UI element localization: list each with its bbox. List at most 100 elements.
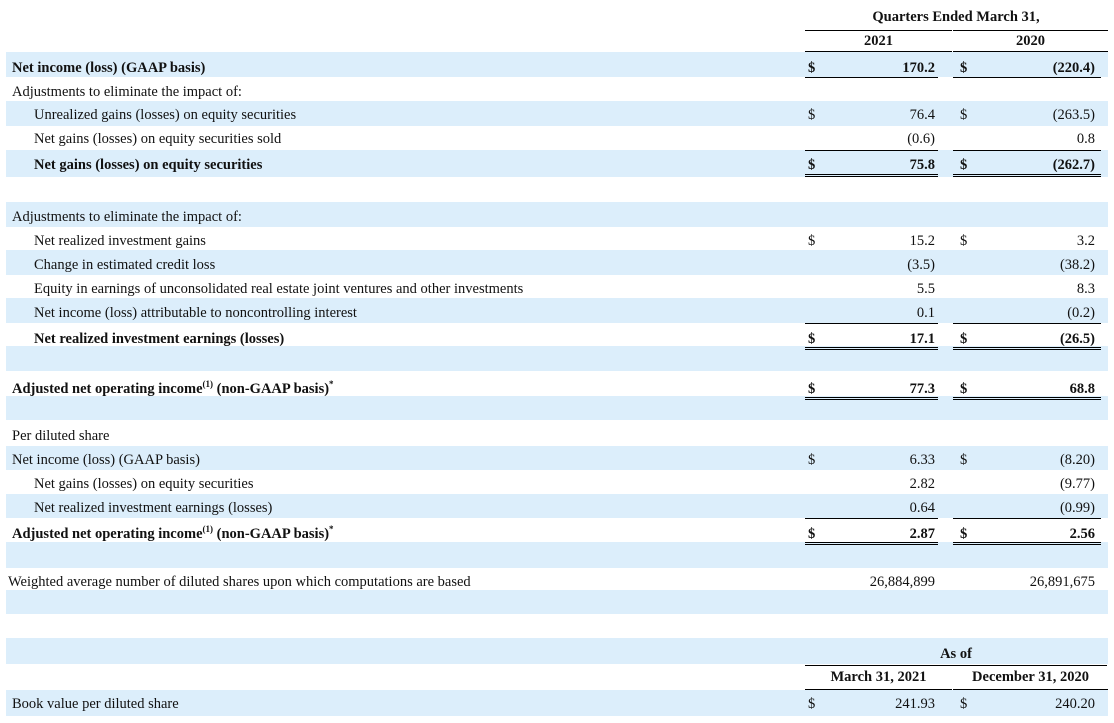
row-band: [6, 446, 1108, 470]
value-col2: 3.2: [1076, 233, 1095, 249]
row-label: Equity in earnings of unconsolidated rea…: [34, 277, 523, 299]
dollar-sign: [960, 277, 970, 299]
dollar-sign: [808, 80, 818, 102]
table-row: Net realized investment earnings (losses…: [6, 496, 1108, 518]
row-band: [6, 638, 1108, 664]
dollar-sign: [808, 277, 818, 299]
header-rule: [805, 689, 952, 690]
header-rule: [805, 30, 952, 31]
row-band: [6, 346, 1108, 371]
value-col2: 0.8: [1076, 131, 1095, 147]
row-label-text: Net gains (losses) on equity securities: [34, 476, 254, 492]
dollar-sign: [960, 80, 970, 102]
value-col1: 6.33: [909, 452, 935, 468]
rule: [805, 77, 938, 78]
rule: [805, 323, 938, 324]
double-rule: [953, 397, 1101, 400]
header-rule: [953, 51, 1108, 52]
row-label-text: Adjustments to eliminate the impact of:: [12, 209, 242, 225]
value-col2: (262.7): [1052, 157, 1095, 173]
value-col2: [971, 205, 1095, 227]
value-col2: 26,891,675: [1029, 574, 1095, 590]
dollar-sign: [808, 205, 818, 227]
table-row: Weighted average number of diluted share…: [6, 570, 1108, 592]
table-row: Net realized investment gains $15.2 $3.2: [6, 229, 1108, 251]
value-col2: 2.56: [1069, 526, 1095, 542]
value-col1: [819, 80, 935, 102]
table-row: Adjusted net operating income(1) (non-GA…: [6, 522, 1108, 544]
row-label: Net realized investment earnings (losses…: [34, 496, 272, 518]
row-band: [6, 101, 1108, 126]
row-label: Unrealized gains (losses) on equity secu…: [34, 103, 296, 125]
row-label: Net realized investment gains: [34, 229, 206, 251]
header-rule: [805, 665, 1107, 666]
dollar-sign: $: [960, 452, 968, 468]
dollar-sign: $: [960, 157, 968, 173]
dollar-sign: $: [960, 233, 968, 249]
dollar-sign: [808, 570, 818, 592]
dollar-sign: $: [960, 526, 968, 542]
row-label: Net gains (losses) on equity securities …: [34, 127, 281, 149]
value-col1: (0.6): [907, 131, 935, 147]
row-band: [6, 590, 1108, 614]
row-label: Net gains (losses) on equity securities: [34, 472, 253, 494]
table-row: Net income (loss) (GAAP basis) $6.33 $ (8.2…: [6, 448, 1108, 470]
col-header-dec-2020: December 31, 2020: [972, 669, 1089, 685]
value-col2: (26.5): [1059, 331, 1095, 347]
double-rule: [953, 174, 1101, 177]
dollar-sign: $: [960, 331, 968, 347]
value-col2: (263.5): [1052, 107, 1095, 123]
dollar-sign: [808, 301, 818, 323]
row-label: Net gains (losses) on equity securities: [34, 153, 262, 175]
row-band: [6, 202, 1108, 227]
row-band: [6, 396, 1108, 420]
value-col1: [819, 424, 935, 446]
table-row: Unrealized gains (losses) on equity secu…: [6, 103, 1108, 125]
row-label: Change in estimated credit loss: [34, 253, 215, 275]
row-band: [6, 52, 1108, 77]
row-label-text: Net income (loss) (GAAP basis): [12, 452, 200, 468]
header-rule: [805, 51, 952, 52]
rule: [953, 150, 1101, 151]
value-col2: (220.4): [1052, 60, 1095, 76]
value-col1: 26,884,899: [869, 574, 935, 590]
row-label-text: Net realized investment earnings (losses…: [34, 331, 285, 347]
dollar-sign: [960, 253, 970, 275]
dollar-sign: [960, 472, 970, 494]
table-row: Net gains (losses) on equity securities …: [6, 127, 1108, 149]
table-row: Adjustments to eliminate the impact of:: [6, 205, 1108, 227]
dollar-sign: $: [808, 233, 816, 249]
footnote-marker: (1): [202, 379, 214, 390]
table-row: Net realized investment earnings (losses…: [6, 327, 1108, 349]
row-band: [6, 250, 1108, 275]
value-col2: [971, 80, 1095, 102]
row-band: [6, 494, 1108, 518]
dollar-sign: $: [960, 107, 968, 123]
dollar-sign: [960, 570, 970, 592]
dollar-sign: [960, 301, 970, 323]
row-band: [6, 690, 1108, 716]
dollar-sign: $: [808, 696, 816, 712]
dollar-sign: [808, 496, 818, 518]
period-header: Quarters Ended March 31,: [872, 9, 1040, 25]
row-label-text: Change in estimated credit loss: [34, 257, 216, 273]
dollar-sign: [808, 127, 818, 149]
row-label-text: Adjusted net operating income: [12, 526, 203, 542]
value-col2: 8.3: [1076, 281, 1095, 297]
row-label-text: Net income (loss) (GAAP basis): [12, 60, 206, 76]
table-row: Net income (loss) attributable to noncon…: [6, 301, 1108, 323]
as-of-header: As of: [940, 646, 972, 662]
row-label: Adjustments to eliminate the impact of:: [12, 205, 242, 227]
value-col2: [971, 424, 1095, 446]
double-rule: [805, 397, 938, 400]
table-row: Net income (loss) (GAAP basis) $170.2 $ (22…: [6, 56, 1108, 78]
col-header-2021: 2021: [864, 33, 893, 49]
value-col1: 77.3: [909, 381, 935, 397]
dollar-sign: [960, 205, 970, 227]
dollar-sign: [960, 127, 970, 149]
value-col1: [819, 205, 935, 227]
value-col1: 75.8: [909, 157, 935, 173]
row-label-text: Net gains (losses) on equity securities …: [34, 131, 282, 147]
double-rule: [805, 347, 938, 350]
dollar-sign: $: [808, 60, 816, 76]
